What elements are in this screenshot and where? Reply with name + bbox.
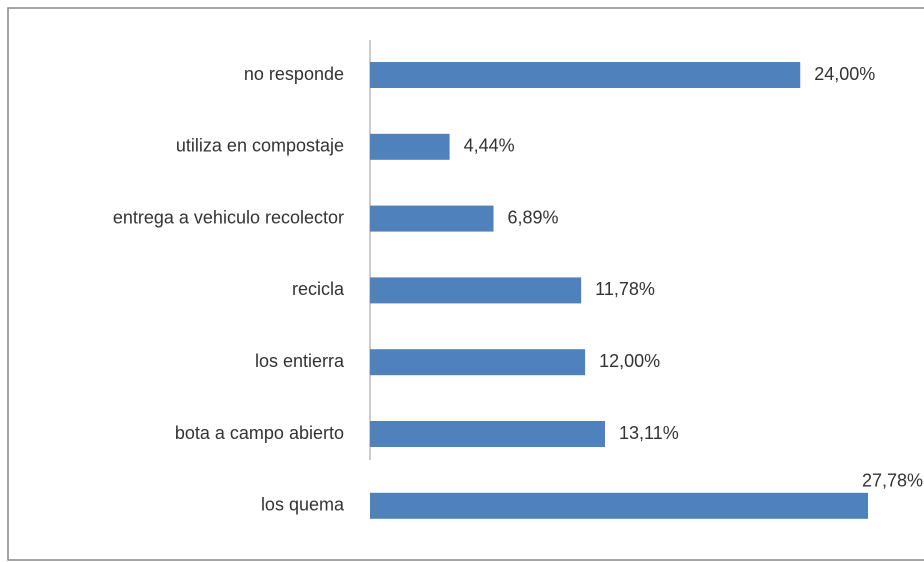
bar (370, 277, 582, 304)
bar (370, 421, 606, 447)
bar (370, 349, 586, 376)
bar (370, 492, 868, 519)
category-label: recicla (292, 279, 345, 299)
bar (370, 205, 494, 232)
data-label: 13,11% (619, 423, 679, 443)
data-label: 6,89% (508, 207, 559, 227)
data-label: 24,00% (814, 64, 875, 84)
category-label: no responde (244, 64, 344, 84)
data-label: 11,78% (595, 279, 655, 299)
data-label: 12,00% (599, 351, 660, 371)
category-label: bota a campo abierto (175, 423, 344, 443)
data-label: 4,44% (464, 136, 515, 156)
category-label: los quema (261, 495, 345, 515)
chart-frame (7, 7, 924, 561)
category-label: entrega a vehiculo recolector (113, 207, 344, 227)
bar (370, 62, 801, 88)
data-label: 27,78% (862, 471, 923, 491)
bar (370, 133, 450, 160)
category-label: los entierra (255, 351, 345, 371)
category-label: utiliza en compostaje (176, 136, 344, 156)
